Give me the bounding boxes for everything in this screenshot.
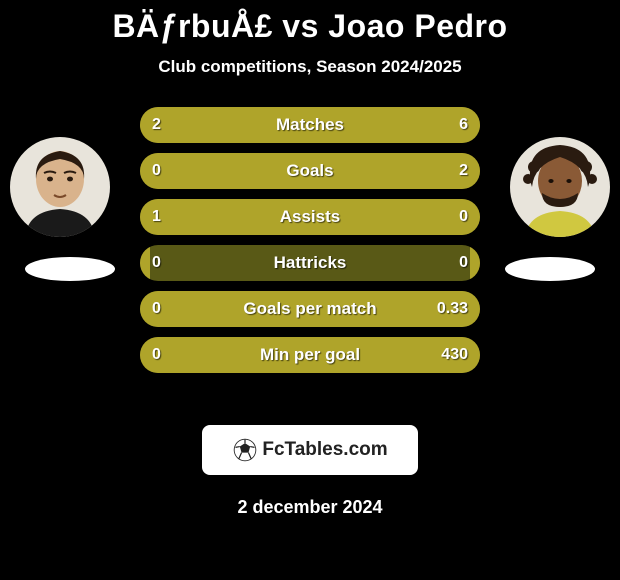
date-label: 2 december 2024 — [0, 497, 620, 518]
player-left-shadow — [25, 257, 115, 281]
stat-row: Goals per match0 0.33 — [140, 291, 480, 327]
stat-value-right: 0 — [459, 245, 468, 281]
brand-badge[interactable]: FcTables.com — [202, 425, 418, 475]
soccer-ball-icon — [232, 437, 258, 463]
stat-row: Goals0 2 — [140, 153, 480, 189]
stat-label: Goals per match — [140, 291, 480, 327]
player-right-avatar — [510, 137, 610, 237]
stat-value-left: 0 — [152, 153, 161, 189]
subtitle: Club competitions, Season 2024/2025 — [0, 57, 620, 77]
stat-label: Min per goal — [140, 337, 480, 373]
brand-text: FcTables.com — [262, 439, 387, 461]
stat-value-left: 2 — [152, 107, 161, 143]
stat-row: Hattricks0 0 — [140, 245, 480, 281]
page-title: BÄƒrbuÅ£ vs Joao Pedro — [0, 0, 620, 45]
stat-label: Assists — [140, 199, 480, 235]
stat-value-right: 0.33 — [437, 291, 468, 327]
player-left-avatar — [10, 137, 110, 237]
stat-value-right: 6 — [459, 107, 468, 143]
stat-value-left: 0 — [152, 337, 161, 373]
player-right-shadow — [505, 257, 595, 281]
stat-row: Assists1 0 — [140, 199, 480, 235]
comparison-area: Matches26Goals02Assists10Hattricks00Goal… — [0, 107, 620, 407]
stat-value-right: 0 — [459, 199, 468, 235]
stat-value-right: 430 — [441, 337, 468, 373]
stat-label: Matches — [140, 107, 480, 143]
stat-label: Goals — [140, 153, 480, 189]
stat-value-left: 0 — [152, 291, 161, 327]
stat-value-left: 0 — [152, 245, 161, 281]
stat-label: Hattricks — [140, 245, 480, 281]
stat-row: Min per goal0 430 — [140, 337, 480, 373]
stat-bars: Matches26Goals02Assists10Hattricks00Goal… — [140, 107, 480, 383]
stat-value-left: 1 — [152, 199, 161, 235]
stat-value-right: 2 — [459, 153, 468, 189]
stat-row: Matches2 6 — [140, 107, 480, 143]
